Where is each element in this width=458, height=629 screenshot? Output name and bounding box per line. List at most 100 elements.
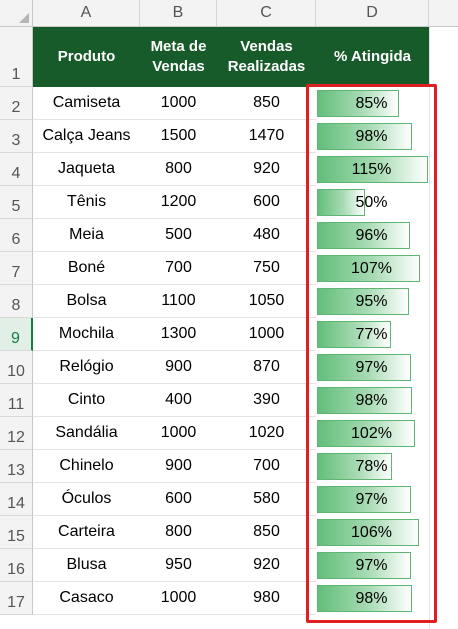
- cell-vendas[interactable]: 390: [217, 384, 316, 417]
- cell-meta[interactable]: 1300: [140, 318, 217, 351]
- cell-vendas[interactable]: 580: [217, 483, 316, 516]
- cell-pct-atingida[interactable]: 98%: [355, 127, 388, 145]
- cell-pct-atingida[interactable]: 106%: [351, 523, 392, 541]
- cell-vendas[interactable]: 600: [217, 186, 316, 219]
- row-header-7[interactable]: 7: [0, 252, 33, 285]
- data-bar: [317, 519, 419, 546]
- header-produto[interactable]: Produto: [57, 48, 116, 65]
- cell-vendas[interactable]: 920: [217, 153, 316, 186]
- row-header-14[interactable]: 14: [0, 483, 33, 516]
- row-header-17[interactable]: 17: [0, 582, 33, 615]
- cell-produto[interactable]: Relógio: [33, 351, 140, 384]
- cell-produto[interactable]: Boné: [33, 252, 140, 285]
- column-header-c[interactable]: C: [217, 0, 316, 27]
- cell-meta[interactable]: 1500: [140, 120, 217, 153]
- data-bar: [317, 387, 412, 414]
- cell-produto[interactable]: Mochila: [33, 318, 140, 351]
- row-header-1[interactable]: 1: [0, 27, 33, 87]
- column-header-d[interactable]: D: [316, 0, 429, 27]
- cell-produto[interactable]: Blusa: [33, 549, 140, 582]
- cell-vendas[interactable]: 980: [217, 582, 316, 615]
- row-header-11[interactable]: 11: [0, 384, 33, 417]
- cell-vendas[interactable]: 480: [217, 219, 316, 252]
- cell-pct-atingida[interactable]: 97%: [355, 490, 388, 508]
- cell-vendas[interactable]: 850: [217, 87, 316, 120]
- row-header-3[interactable]: 3: [0, 120, 33, 153]
- row-header-2[interactable]: 2: [0, 87, 33, 120]
- row-header-10[interactable]: 10: [0, 351, 33, 384]
- row-header-12[interactable]: 12: [0, 417, 33, 450]
- cell-vendas[interactable]: 700: [217, 450, 316, 483]
- cell-meta[interactable]: 800: [140, 516, 217, 549]
- column-header-a[interactable]: A: [33, 0, 140, 27]
- cell-vendas[interactable]: 750: [217, 252, 316, 285]
- cell-pct-atingida[interactable]: 77%: [355, 325, 388, 343]
- cell-produto[interactable]: Óculos: [33, 483, 140, 516]
- cell-vendas[interactable]: 1020: [217, 417, 316, 450]
- cell-pct-atingida[interactable]: 107%: [351, 259, 392, 277]
- cell-produto[interactable]: Bolsa: [33, 285, 140, 318]
- data-bar: [317, 552, 411, 579]
- row-header-16[interactable]: 16: [0, 549, 33, 582]
- cell-produto[interactable]: Camiseta: [33, 87, 140, 120]
- data-bar: [317, 354, 411, 381]
- cell-produto[interactable]: Meia: [33, 219, 140, 252]
- cell-vendas[interactable]: 920: [217, 549, 316, 582]
- cell-produto[interactable]: Carteira: [33, 516, 140, 549]
- header-pct-atingida[interactable]: % Atingida: [334, 48, 411, 65]
- cell-pct-atingida[interactable]: 102%: [351, 424, 392, 442]
- cell-pct-atingida[interactable]: 97%: [355, 556, 388, 574]
- column-header-b[interactable]: B: [140, 0, 217, 27]
- cell-vendas[interactable]: 1470: [217, 120, 316, 153]
- cell-meta[interactable]: 900: [140, 351, 217, 384]
- cell-meta[interactable]: 1200: [140, 186, 217, 219]
- grid-line: [429, 27, 430, 629]
- cell-produto[interactable]: Cinto: [33, 384, 140, 417]
- header-meta-vendas[interactable]: Meta de Vendas: [150, 38, 207, 75]
- cell-pct-atingida[interactable]: 98%: [355, 391, 388, 409]
- data-bar: [317, 453, 392, 480]
- select-all-corner[interactable]: [0, 0, 33, 27]
- cell-meta[interactable]: 1100: [140, 285, 217, 318]
- cell-pct-atingida[interactable]: 97%: [355, 358, 388, 376]
- cell-meta[interactable]: 1000: [140, 582, 217, 615]
- cell-produto[interactable]: Calça Jeans: [33, 120, 140, 153]
- cell-vendas[interactable]: 1050: [217, 285, 316, 318]
- cell-produto[interactable]: Casaco: [33, 582, 140, 615]
- data-bar: [317, 123, 412, 150]
- row-header-9[interactable]: 9: [0, 318, 33, 351]
- cell-meta[interactable]: 900: [140, 450, 217, 483]
- cell-pct-atingida[interactable]: 50%: [355, 193, 388, 211]
- row-header-15[interactable]: 15: [0, 516, 33, 549]
- cell-pct-atingida[interactable]: 98%: [355, 589, 388, 607]
- cell-produto[interactable]: Chinelo: [33, 450, 140, 483]
- row-header-5[interactable]: 5: [0, 186, 33, 219]
- cell-pct-atingida[interactable]: 78%: [355, 457, 388, 475]
- row-header-6[interactable]: 6: [0, 219, 33, 252]
- cell-meta[interactable]: 950: [140, 549, 217, 582]
- cell-pct-atingida[interactable]: 95%: [355, 292, 388, 310]
- cell-vendas[interactable]: 870: [217, 351, 316, 384]
- cell-meta[interactable]: 1000: [140, 417, 217, 450]
- cell-vendas[interactable]: 850: [217, 516, 316, 549]
- cell-meta[interactable]: 400: [140, 384, 217, 417]
- cell-vendas[interactable]: 1000: [217, 318, 316, 351]
- cell-meta[interactable]: 1000: [140, 87, 217, 120]
- cell-pct-atingida[interactable]: 96%: [355, 226, 388, 244]
- data-bar: [317, 189, 365, 216]
- row-header-8[interactable]: 8: [0, 285, 33, 318]
- cell-pct-atingida[interactable]: 85%: [355, 94, 388, 112]
- cell-meta[interactable]: 800: [140, 153, 217, 186]
- cell-meta[interactable]: 500: [140, 219, 217, 252]
- row-header-13[interactable]: 13: [0, 450, 33, 483]
- header-vendas-realizadas[interactable]: Vendas Realizadas: [227, 38, 306, 75]
- cell-meta[interactable]: 700: [140, 252, 217, 285]
- cell-produto[interactable]: Sandália: [33, 417, 140, 450]
- cell-meta[interactable]: 600: [140, 483, 217, 516]
- row-header-4[interactable]: 4: [0, 153, 33, 186]
- column-header-next[interactable]: [429, 0, 458, 27]
- cell-produto[interactable]: Tênis: [33, 186, 140, 219]
- cell-pct-atingida[interactable]: 115%: [351, 160, 392, 178]
- cell-produto[interactable]: Jaqueta: [33, 153, 140, 186]
- data-bar: [317, 288, 409, 315]
